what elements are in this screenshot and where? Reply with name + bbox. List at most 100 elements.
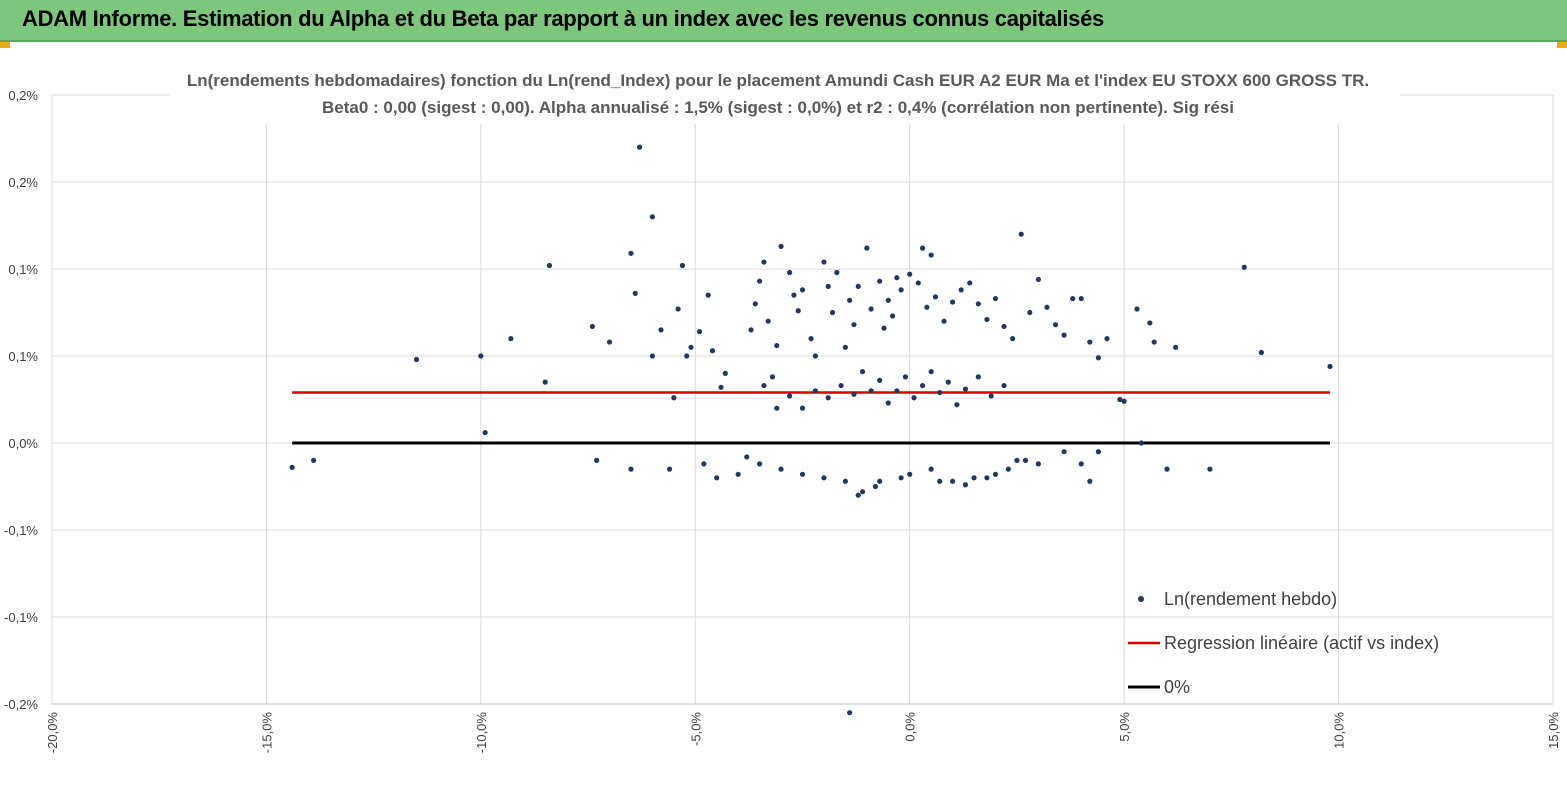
data-point — [975, 374, 981, 380]
data-point — [932, 294, 939, 300]
data-point — [984, 316, 990, 323]
data-point — [1035, 461, 1041, 467]
data-point — [1134, 306, 1140, 312]
data-point — [658, 327, 664, 333]
data-point — [864, 245, 870, 251]
chart-area: Ln(rendements hebdomadaires) fonction du… — [0, 42, 1567, 787]
y-tick-label: 0,1% — [8, 262, 38, 277]
data-point — [851, 322, 857, 328]
data-point — [928, 466, 934, 472]
chart-title-line: Ln(rendements hebdomadaires) fonction du… — [187, 71, 1369, 90]
data-point — [877, 278, 883, 284]
x-tick-label: 10,0% — [1332, 712, 1347, 749]
x-tick-label: 5,0% — [1117, 712, 1132, 742]
data-point — [1087, 339, 1093, 345]
data-point — [735, 471, 741, 477]
data-point — [594, 457, 600, 463]
legend-marker-points — [1138, 596, 1144, 602]
data-point — [1121, 398, 1127, 404]
data-point — [924, 304, 930, 310]
data-point — [894, 275, 900, 281]
y-tick-label: 0,0% — [8, 436, 38, 451]
report-title: ADAM Informe. Estimation du Alpha et du … — [22, 6, 1104, 31]
data-point — [795, 308, 801, 314]
data-point — [636, 144, 643, 150]
data-point — [546, 262, 553, 269]
data-point — [1151, 339, 1157, 345]
data-point — [1027, 309, 1033, 316]
data-point — [950, 299, 956, 305]
data-point — [967, 280, 973, 286]
data-point — [859, 369, 866, 375]
data-point — [842, 344, 848, 350]
data-point — [778, 243, 784, 249]
data-point — [825, 283, 831, 289]
scatter-points — [289, 144, 1333, 716]
data-point — [799, 471, 806, 477]
data-point — [774, 405, 780, 411]
data-point — [1095, 355, 1102, 361]
data-point — [919, 382, 926, 389]
y-tick-label: -0,2% — [4, 697, 38, 712]
data-point — [851, 391, 857, 397]
data-point — [787, 393, 793, 399]
data-point — [542, 379, 548, 385]
data-point — [1078, 295, 1084, 302]
data-point — [881, 325, 887, 331]
data-point — [1164, 466, 1170, 472]
data-point — [984, 475, 990, 481]
data-point — [992, 295, 999, 302]
report-header-banner: ADAM Informe. Estimation du Alpha et du … — [0, 0, 1567, 42]
data-point — [589, 323, 595, 330]
x-tick-label: -5,0% — [688, 712, 703, 746]
data-point — [757, 278, 763, 284]
data-point — [975, 301, 981, 307]
data-point — [821, 259, 827, 265]
x-tick-label: 15,0% — [1546, 712, 1561, 749]
data-point — [688, 344, 694, 350]
data-point — [787, 269, 793, 276]
data-point — [919, 245, 926, 251]
y-tick-label: -0,1% — [4, 610, 38, 625]
data-point — [1005, 466, 1011, 472]
data-point — [1078, 461, 1084, 467]
data-point — [649, 214, 656, 220]
scatter-chart: Ln(rendements hebdomadaires) fonction du… — [4, 68, 1561, 754]
data-point — [311, 457, 317, 463]
data-point — [478, 353, 484, 359]
data-point — [988, 393, 994, 399]
data-point — [885, 297, 891, 303]
legend-label: Regression linéaire (actif vs index) — [1164, 633, 1439, 653]
data-point — [606, 339, 613, 345]
data-point — [907, 271, 913, 277]
data-point — [937, 478, 943, 484]
data-point — [791, 292, 797, 298]
data-point — [1001, 323, 1007, 330]
data-point — [1207, 466, 1213, 472]
data-point — [1095, 449, 1102, 455]
chart-title-background — [170, 68, 1400, 124]
data-point — [1044, 304, 1050, 310]
data-point — [761, 382, 767, 389]
x-tick-label: -10,0% — [474, 712, 489, 754]
data-point — [769, 374, 776, 380]
data-point — [885, 400, 891, 406]
data-point — [289, 464, 295, 470]
data-point — [748, 327, 754, 333]
data-point — [954, 402, 960, 408]
y-tick-label: 0,2% — [8, 175, 38, 190]
data-point — [911, 395, 917, 401]
data-point — [838, 382, 844, 389]
data-point — [1327, 363, 1333, 370]
data-point — [1035, 276, 1041, 283]
data-point — [847, 710, 853, 716]
data-point — [971, 475, 977, 481]
data-point — [744, 454, 750, 460]
data-point — [679, 262, 686, 269]
data-point — [992, 471, 999, 477]
data-point — [1052, 322, 1059, 328]
data-point — [774, 342, 780, 349]
data-point — [902, 374, 909, 380]
data-point — [684, 353, 690, 359]
data-point — [1061, 449, 1067, 455]
